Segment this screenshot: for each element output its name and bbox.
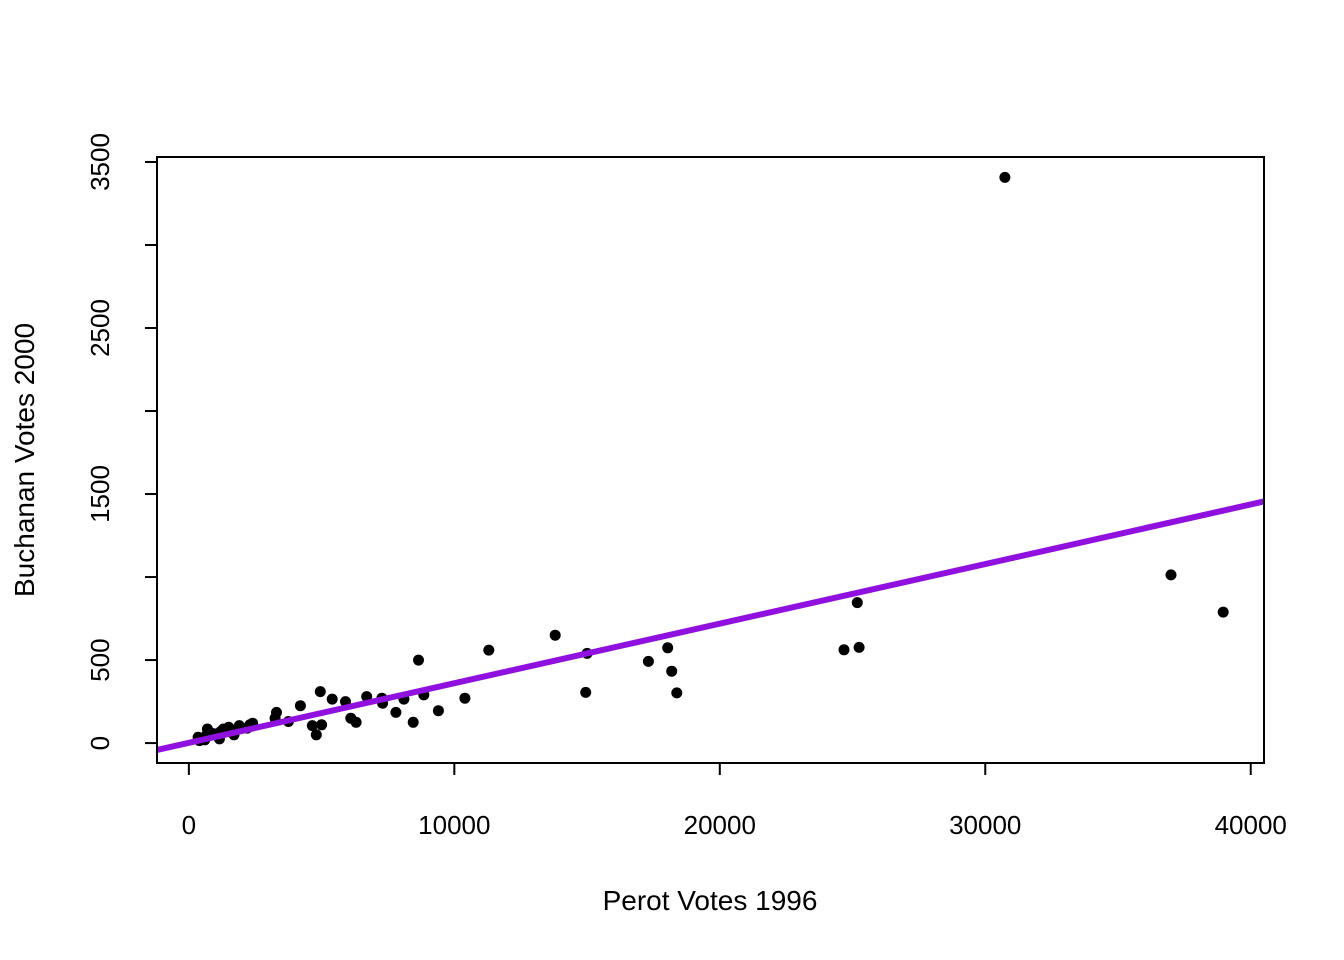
data-point-28 xyxy=(316,719,328,731)
x-axis: 0 10000 20000 30000 40000 xyxy=(182,762,1287,840)
x-tick-label-1: 10000 xyxy=(418,810,490,840)
data-point-31 xyxy=(306,720,318,732)
x-axis-title: Perot Votes 1996 xyxy=(603,885,818,916)
data-point-1 xyxy=(1165,569,1177,581)
data-point-32 xyxy=(294,700,306,712)
data-point-29 xyxy=(314,686,326,698)
data-point-13 xyxy=(483,644,495,656)
data-point-15 xyxy=(432,705,444,717)
y-axis: 0 500 1500 2500 3500 xyxy=(85,133,158,750)
data-point-18 xyxy=(407,716,419,728)
data-point-7 xyxy=(662,642,674,654)
x-tick-label-0: 0 xyxy=(182,810,196,840)
data-point-8 xyxy=(666,665,678,677)
data-point-2 xyxy=(1217,606,1229,618)
regression-fit-line xyxy=(157,498,1264,753)
data-point-6 xyxy=(642,655,654,667)
data-point-0 xyxy=(999,171,1011,183)
data-point-11 xyxy=(580,686,592,698)
x-tick-label-2: 20000 xyxy=(684,810,756,840)
y-tick-label-5: 2500 xyxy=(85,299,115,357)
y-tick-label-7: 3500 xyxy=(85,133,115,191)
y-tick-label-0: 0 xyxy=(85,736,115,750)
data-point-5 xyxy=(851,597,863,609)
data-point-14 xyxy=(459,692,471,704)
y-tick-label-3: 1500 xyxy=(85,465,115,523)
data-point-4 xyxy=(838,644,850,656)
data-point-12 xyxy=(549,629,561,641)
data-point-30 xyxy=(310,729,322,741)
data-point-27 xyxy=(326,693,338,705)
x-tick-label-3: 30000 xyxy=(949,810,1021,840)
x-tick-label-4: 40000 xyxy=(1215,810,1287,840)
data-point-25 xyxy=(345,712,357,724)
data-point-20 xyxy=(390,706,402,718)
data-point-9 xyxy=(671,687,683,699)
data-point-17 xyxy=(413,654,424,666)
data-point-3 xyxy=(853,641,865,653)
y-axis-title: Buchanan Votes 2000 xyxy=(9,323,40,597)
y-tick-label-1: 500 xyxy=(85,638,115,681)
